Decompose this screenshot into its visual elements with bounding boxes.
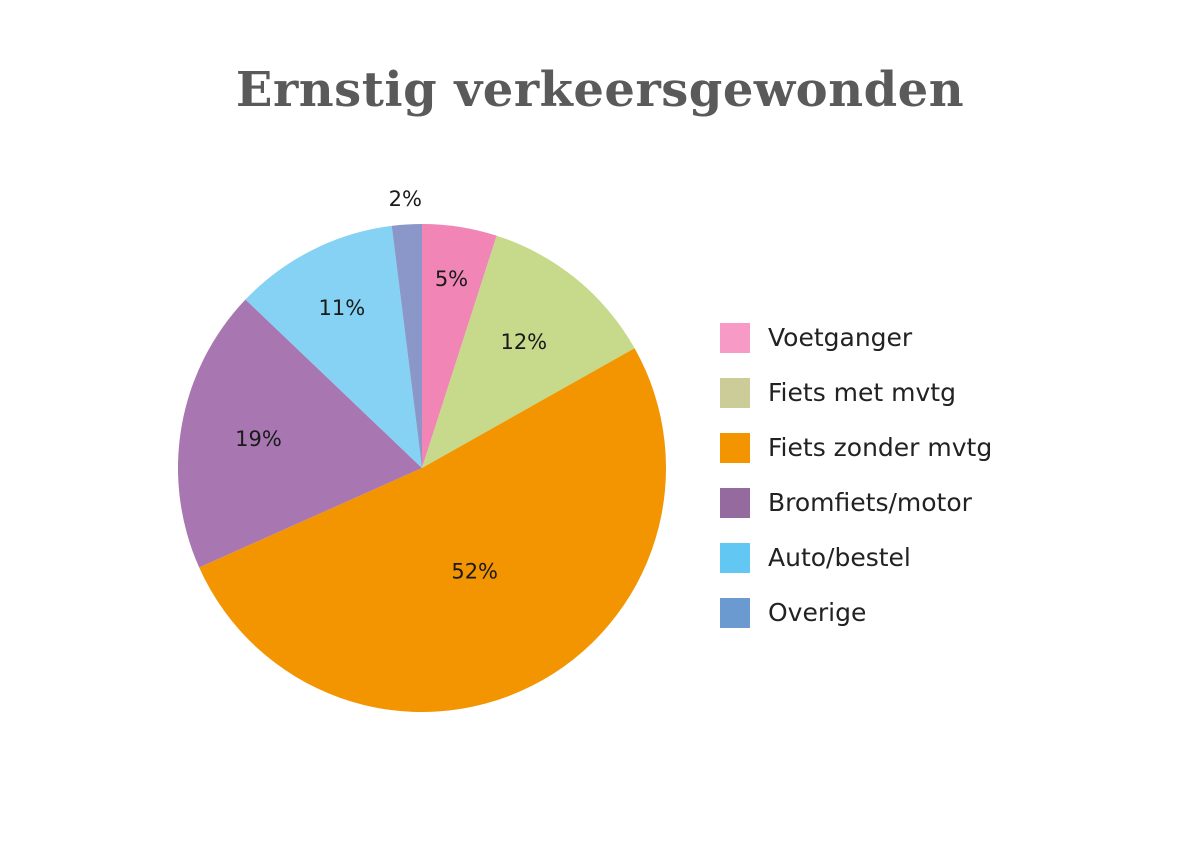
pie-labels: 5% 12% 52% 19% 11% 2% [235, 187, 547, 583]
pie-slice-auto-bestel [245, 225, 422, 468]
slice-label-fiets-met-mvtg: 12% [500, 330, 547, 354]
legend-swatch [720, 322, 750, 353]
legend: Voetganger Fiets met mvtg Fiets zonder mvt… [720, 310, 992, 640]
legend-item: Voetganger [720, 310, 992, 365]
legend-swatch [720, 487, 750, 518]
legend-swatch [720, 432, 750, 463]
legend-swatch [720, 542, 750, 573]
slice-label-voetganger: 5% [435, 267, 468, 291]
slice-label-auto-bestel: 11% [319, 296, 366, 320]
pie-slice-voetganger [422, 224, 497, 468]
legend-label: Overige [768, 598, 867, 627]
legend-swatch [720, 597, 750, 628]
legend-label: Fiets zonder mvtg [768, 433, 993, 462]
slice-label-bromfiets-motor: 19% [235, 427, 282, 451]
slice-label-overige: 2% [389, 187, 422, 211]
legend-label: Fiets met mvtg [768, 378, 956, 407]
legend-item: Overige [720, 585, 992, 640]
legend-label: Voetganger [768, 323, 913, 352]
legend-item: Bromfiets/motor [720, 475, 992, 530]
pie-slices [178, 224, 667, 713]
pie-slice-bromfiets-motor [178, 299, 422, 568]
slice-label-fiets-zonder-mvtg: 52% [451, 560, 498, 584]
legend-label: Bromfiets/motor [768, 488, 972, 517]
legend-item: Fiets zonder mvtg [720, 420, 992, 475]
chart-title: Ernstig verkeersgewonden [235, 62, 965, 118]
legend-label: Auto/bestel [768, 543, 911, 572]
legend-item: Fiets met mvtg [720, 365, 992, 420]
pie-slice-fiets-met-mvtg [422, 235, 635, 468]
legend-item: Auto/bestel [720, 530, 992, 585]
legend-swatch [720, 377, 750, 408]
pie-slice-fiets-zonder-mvtg [199, 348, 667, 713]
pie-slice-overige [391, 224, 422, 468]
